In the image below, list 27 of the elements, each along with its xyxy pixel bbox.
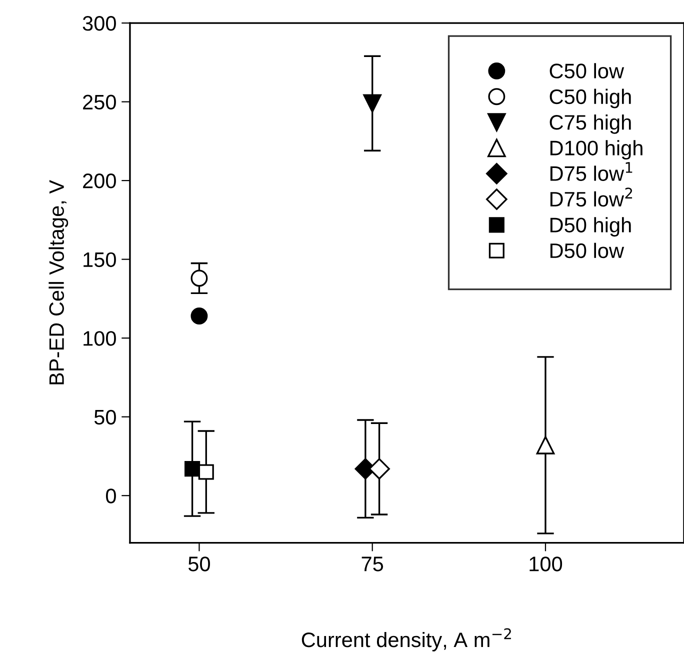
y-tick-label: 0 <box>106 488 116 504</box>
y-tick-label: 50 <box>94 410 116 425</box>
legend-label: D75 low$^{1}$ <box>550 162 632 181</box>
legend-label: D50 low <box>550 242 624 258</box>
point <box>190 270 208 287</box>
point <box>368 458 390 480</box>
point <box>190 308 208 324</box>
legend-label: D75 low$^{2}$ <box>550 188 632 207</box>
x-axis-title: Current density, A m$^{−2}$ <box>302 628 511 652</box>
point <box>198 464 214 480</box>
y-tick-label: 200 <box>83 174 116 188</box>
y-tick-label: 150 <box>84 252 116 268</box>
point <box>184 461 200 477</box>
legend-label: C50 high <box>550 88 631 108</box>
y-tick-label: 300 <box>82 16 116 31</box>
y-tick-label: 100 <box>84 331 116 346</box>
legend-label: C50 low <box>550 63 624 78</box>
point <box>536 436 555 454</box>
x-tick-label: 50 <box>188 556 210 572</box>
y-tick-label: 250 <box>83 94 116 110</box>
legend-label: D50 high <box>550 217 631 237</box>
x-tick-label: 100 <box>530 556 562 572</box>
y-axis-title: BP-ED Cell Voltage, V <box>48 180 68 384</box>
legend-label: C75 high <box>550 114 631 134</box>
x-tick-label: 75 <box>362 556 384 572</box>
point <box>363 94 382 113</box>
legend-label: D100 high <box>550 140 642 160</box>
